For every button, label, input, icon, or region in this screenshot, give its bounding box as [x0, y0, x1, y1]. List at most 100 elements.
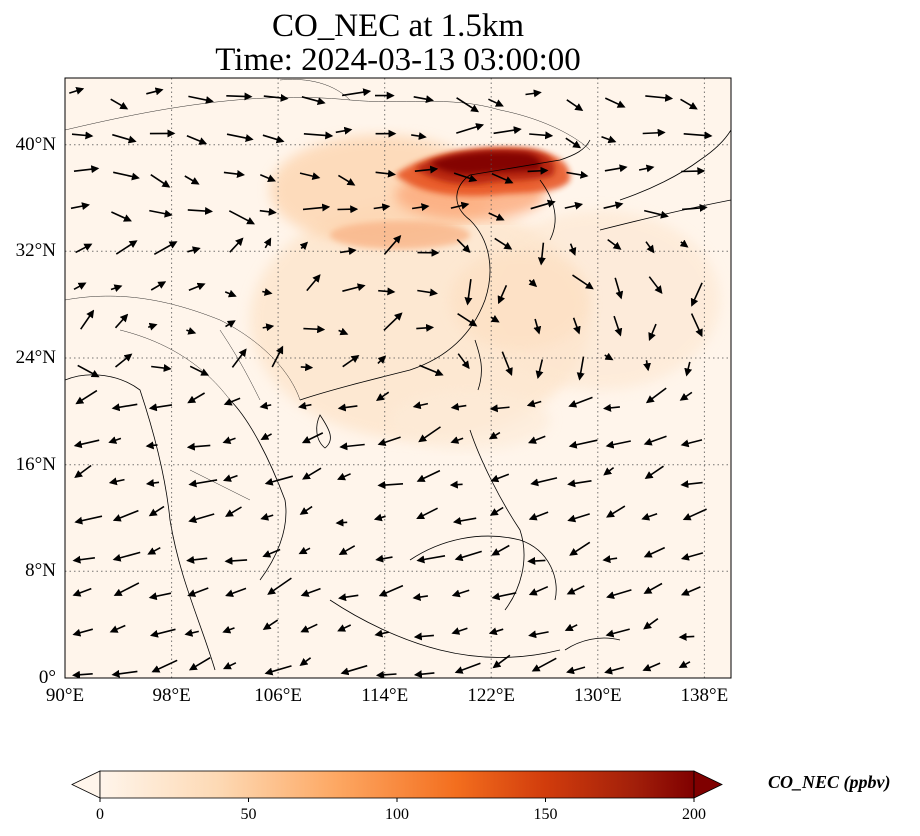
wind-arrow — [263, 93, 289, 102]
wind-arrow — [111, 403, 138, 412]
wind-arrow — [566, 666, 586, 675]
wind-arrow — [527, 556, 546, 565]
lon-tick-90e: 90°E — [45, 685, 85, 706]
wind-arrow — [682, 508, 707, 521]
wind-arrow — [225, 506, 242, 517]
wind-arrow — [222, 474, 238, 482]
wind-arrow — [299, 505, 313, 515]
wind-arrow — [150, 174, 171, 188]
wind-arrow — [150, 281, 167, 291]
wind-arrow — [186, 327, 197, 335]
colorbar-gradient — [99, 770, 695, 799]
wind-arrow — [644, 465, 664, 479]
colorbar — [71, 770, 723, 802]
map-title: CO_NEC at 1.5km — [271, 8, 525, 44]
wind-arrow — [567, 479, 592, 488]
wind-arrow — [186, 135, 208, 145]
wind-arrow — [226, 92, 253, 101]
wind-arrow — [690, 282, 703, 307]
wind-arrow — [108, 477, 125, 486]
wind-arrow — [186, 442, 211, 451]
wind-arrow — [259, 401, 272, 410]
wind-arrow — [567, 513, 590, 523]
colorbar-tick-200: 200 — [682, 806, 706, 823]
wind-arrow — [528, 435, 546, 444]
wind-arrow — [680, 480, 703, 489]
wind-arrow — [645, 387, 667, 404]
wind-arrow — [187, 207, 213, 215]
wind-arrow — [564, 201, 584, 210]
wind-arrow — [464, 278, 473, 306]
wind-arrow — [149, 628, 176, 638]
wind-arrow — [566, 170, 589, 179]
wind-arrow — [450, 201, 470, 210]
wind-arrow — [456, 123, 485, 134]
wind-arrow — [566, 99, 584, 112]
wind-arrow — [497, 284, 508, 305]
wind-arrow — [451, 627, 468, 635]
wind-arrow — [302, 467, 322, 480]
wind-arrow — [603, 201, 624, 210]
colorbar-tick-0: 0 — [96, 806, 104, 823]
wind-arrow — [450, 436, 464, 444]
wind-arrow — [638, 164, 655, 173]
wind-arrow — [145, 479, 160, 487]
wind-arrow — [643, 435, 667, 446]
wind-arrow — [452, 516, 477, 525]
wind-arrow — [680, 439, 703, 448]
wind-arrow — [259, 174, 276, 182]
wind-arrow — [690, 313, 703, 338]
wind-arrow — [337, 472, 351, 481]
wind-arrow — [262, 288, 273, 296]
wind-arrow — [74, 464, 92, 479]
wind-arrow — [614, 277, 624, 300]
wind-arrow — [335, 126, 353, 135]
wind-arrow — [537, 242, 546, 266]
wind-arrow — [114, 353, 133, 368]
colorbar-extend-min — [71, 770, 101, 799]
wind-arrow — [603, 466, 615, 476]
lon-tick-98e: 98°E — [152, 685, 191, 706]
wind-arrow — [225, 587, 247, 598]
wind-arrow — [413, 95, 434, 104]
lon-tick-130e: 130°E — [573, 685, 622, 706]
wind-arrow — [644, 209, 669, 219]
wind-arrow — [222, 436, 236, 444]
wind-arrow — [72, 670, 93, 678]
wind-arrow — [146, 87, 164, 96]
wind-arrow — [222, 625, 235, 634]
wind-arrow — [606, 505, 626, 518]
wind-arrow — [337, 174, 356, 186]
wind-arrow — [301, 96, 326, 105]
wind-arrow — [148, 505, 165, 517]
wind-arrow — [262, 548, 281, 558]
wind-arrow — [533, 318, 542, 335]
wind-arrow — [453, 172, 478, 183]
lon-tick-114e: 114°E — [361, 685, 409, 706]
wind-arrow — [454, 662, 481, 674]
wind-arrow — [300, 623, 318, 633]
wind-arrow — [488, 627, 504, 636]
lon-tick-106e: 106°E — [254, 685, 302, 706]
wind-arrow — [377, 436, 401, 447]
wind-arrow — [148, 592, 172, 601]
wind-arrow — [412, 401, 429, 410]
wind-arrow — [375, 391, 390, 402]
wind-arrow — [337, 403, 358, 412]
wind-arrow — [114, 313, 129, 329]
wind-vectors — [69, 86, 713, 678]
wind-arrow — [529, 131, 554, 140]
wind-arrow — [450, 402, 467, 411]
colorbar-tick-150: 150 — [533, 806, 558, 823]
wind-arrow — [605, 628, 630, 638]
wind-arrow — [335, 518, 348, 527]
wind-arrow — [491, 172, 514, 184]
wind-arrow — [184, 628, 199, 637]
wind-arrow — [342, 283, 366, 292]
wind-arrow — [613, 315, 623, 337]
wind-arrow — [604, 666, 624, 675]
wind-arrow — [303, 131, 334, 140]
wind-arrow — [679, 391, 693, 401]
wind-arrow — [416, 323, 435, 332]
wind-arrow — [71, 131, 94, 140]
